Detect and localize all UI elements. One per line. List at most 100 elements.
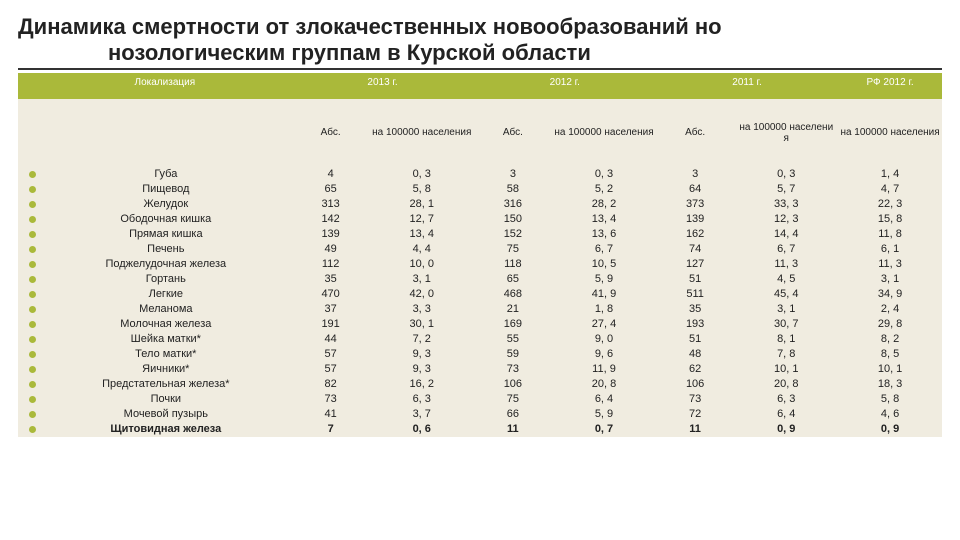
cell-abs-2013: 44	[291, 332, 369, 347]
cell-localization: Тело матки*	[38, 347, 291, 362]
cell-rate-2011: 10, 1	[734, 362, 838, 377]
cell-rate-rf: 0, 9	[838, 422, 942, 437]
cell-rate-rf: 4, 7	[838, 182, 942, 197]
row-bullet	[18, 347, 38, 362]
cell-rate-2012: 9, 0	[552, 332, 656, 347]
cell-abs-2011: 35	[656, 302, 734, 317]
cell-localization: Пищевод	[38, 182, 291, 197]
table-row: Шейка матки*447, 2559, 0518, 18, 2	[18, 332, 942, 347]
cell-abs-2012: 106	[474, 377, 552, 392]
row-bullet	[18, 332, 38, 347]
cell-abs-2011: 3	[656, 167, 734, 182]
bullet-icon	[29, 171, 36, 178]
cell-rate-2013: 16, 2	[370, 377, 474, 392]
cell-rate-rf: 8, 5	[838, 347, 942, 362]
cell-abs-2013: 4	[291, 167, 369, 182]
cell-rate-2012: 5, 9	[552, 272, 656, 287]
cell-rate-rf: 15, 8	[838, 212, 942, 227]
cell-abs-2012: 65	[474, 272, 552, 287]
table-row: Щитовидная железа70, 6110, 7110, 90, 9	[18, 422, 942, 437]
cell-rate-2013: 7, 2	[370, 332, 474, 347]
cell-rate-rf: 1, 4	[838, 167, 942, 182]
cell-abs-2012: 66	[474, 407, 552, 422]
cell-abs-2013: 470	[291, 287, 369, 302]
hdr-2012: 2012 г.	[474, 73, 656, 99]
sub-rate-2012: на 100000 населения	[552, 99, 656, 167]
cell-localization: Шейка матки*	[38, 332, 291, 347]
cell-abs-2013: 139	[291, 227, 369, 242]
cell-rate-2012: 20, 8	[552, 377, 656, 392]
cell-abs-2012: 75	[474, 392, 552, 407]
cell-rate-rf: 29, 8	[838, 317, 942, 332]
row-bullet	[18, 362, 38, 377]
row-bullet	[18, 392, 38, 407]
cell-rate-rf: 8, 2	[838, 332, 942, 347]
bullet-icon	[29, 216, 36, 223]
cell-abs-2012: 11	[474, 422, 552, 437]
row-bullet	[18, 302, 38, 317]
title-line-1: Динамика смертности от злокачественных н…	[18, 14, 722, 39]
cell-abs-2012: 152	[474, 227, 552, 242]
bullet-icon	[29, 261, 36, 268]
cell-abs-2013: 57	[291, 362, 369, 377]
cell-localization: Прямая кишка	[38, 227, 291, 242]
cell-localization: Молочная железа	[38, 317, 291, 332]
cell-rate-2012: 27, 4	[552, 317, 656, 332]
row-bullet	[18, 257, 38, 272]
row-bullet	[18, 422, 38, 437]
cell-localization: Щитовидная железа	[38, 422, 291, 437]
cell-abs-2011: 373	[656, 197, 734, 212]
table-row: Меланома373, 3211, 8353, 12, 4	[18, 302, 942, 317]
cell-abs-2013: 191	[291, 317, 369, 332]
cell-rate-2013: 10, 0	[370, 257, 474, 272]
sub-rate-2011: на 100000 населени я	[734, 99, 838, 167]
cell-rate-2011: 6, 4	[734, 407, 838, 422]
bullet-icon	[29, 186, 36, 193]
table-row: Легкие47042, 046841, 951145, 434, 9	[18, 287, 942, 302]
cell-abs-2011: 74	[656, 242, 734, 257]
cell-rate-2011: 6, 3	[734, 392, 838, 407]
bullet-icon	[29, 351, 36, 358]
cell-rate-2013: 9, 3	[370, 362, 474, 377]
cell-rate-2012: 5, 9	[552, 407, 656, 422]
cell-abs-2013: 49	[291, 242, 369, 257]
cell-rate-2013: 3, 1	[370, 272, 474, 287]
table-row: Ободочная кишка14212, 715013, 413912, 31…	[18, 212, 942, 227]
cell-abs-2012: 316	[474, 197, 552, 212]
table-row: Губа40, 330, 330, 31, 4	[18, 167, 942, 182]
cell-abs-2012: 75	[474, 242, 552, 257]
cell-abs-2013: 65	[291, 182, 369, 197]
table-row: Предстательная железа*8216, 210620, 8106…	[18, 377, 942, 392]
cell-abs-2013: 112	[291, 257, 369, 272]
cell-rate-rf: 6, 1	[838, 242, 942, 257]
cell-abs-2011: 73	[656, 392, 734, 407]
cell-rate-2012: 11, 9	[552, 362, 656, 377]
table-row: Тело матки*579, 3599, 6487, 88, 5	[18, 347, 942, 362]
cell-abs-2013: 73	[291, 392, 369, 407]
cell-rate-2012: 1, 8	[552, 302, 656, 317]
cell-rate-2012: 13, 4	[552, 212, 656, 227]
cell-rate-2013: 6, 3	[370, 392, 474, 407]
cell-rate-2011: 11, 3	[734, 257, 838, 272]
cell-rate-2012: 0, 3	[552, 167, 656, 182]
row-bullet	[18, 242, 38, 257]
cell-rate-2013: 13, 4	[370, 227, 474, 242]
cell-rate-2013: 9, 3	[370, 347, 474, 362]
bullet-icon	[29, 321, 36, 328]
cell-rate-rf: 5, 8	[838, 392, 942, 407]
cell-localization: Гортань	[38, 272, 291, 287]
bullet-icon	[29, 231, 36, 238]
row-bullet	[18, 182, 38, 197]
cell-abs-2013: 142	[291, 212, 369, 227]
bullet-icon	[29, 411, 36, 418]
hdr-2011: 2011 г.	[656, 73, 838, 99]
cell-rate-2011: 5, 7	[734, 182, 838, 197]
cell-rate-2012: 9, 6	[552, 347, 656, 362]
cell-abs-2011: 193	[656, 317, 734, 332]
cell-rate-2011: 20, 8	[734, 377, 838, 392]
sub-blank1	[18, 99, 38, 167]
cell-localization: Меланома	[38, 302, 291, 317]
page-title: Динамика смертности от злокачественных н…	[18, 14, 942, 70]
bullet-icon	[29, 276, 36, 283]
cell-rate-2011: 6, 7	[734, 242, 838, 257]
